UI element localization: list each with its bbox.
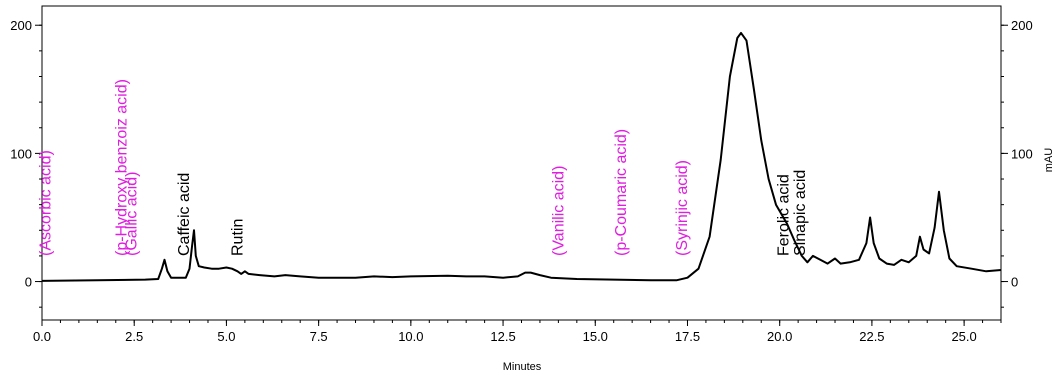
peak-label: (Gallic acid) xyxy=(123,172,140,256)
chromatogram-trace xyxy=(41,31,1002,282)
peak-label: (Vanilic acid) xyxy=(550,166,567,256)
peak-label: Sinapic acid xyxy=(792,170,809,256)
x-tick-label: 15.0 xyxy=(583,329,608,344)
y-tick-label-left: 0 xyxy=(25,275,32,290)
plot-frame xyxy=(41,5,1002,321)
x-tick-label: 22.5 xyxy=(859,329,884,344)
y-tick-label-right: 0 xyxy=(1011,275,1018,290)
x-tick-label: 7.5 xyxy=(310,329,328,344)
peak-label: (Ascorbic acid) xyxy=(38,150,55,256)
x-tick-label: 12.5 xyxy=(490,329,515,344)
right-y-axis-title: mAU xyxy=(1043,148,1055,173)
peak-label: Ferolic acid xyxy=(775,174,792,256)
y-tick-label-right: 100 xyxy=(1011,146,1033,161)
peak-label: Caffeic acid xyxy=(176,173,193,256)
y-tick-label-left: 100 xyxy=(10,146,32,161)
x-tick-label: 2.5 xyxy=(125,329,143,344)
x-tick-label: 17.5 xyxy=(675,329,700,344)
y-tick-label-left: 200 xyxy=(10,18,32,33)
x-tick-label: 5.0 xyxy=(217,329,235,344)
x-tick-label: 20.0 xyxy=(767,329,792,344)
peak-label: (p-Hydroxy benzoiz acid) xyxy=(113,79,130,256)
peak-label: (Syrinjic acid) xyxy=(674,160,691,256)
x-tick-label: 25.0 xyxy=(951,329,976,344)
peak-label: Rutin xyxy=(230,219,247,256)
y-tick-label-right: 200 xyxy=(1011,18,1033,33)
x-tick-label: 0.0 xyxy=(33,329,51,344)
x-axis-title: Minutes xyxy=(503,361,542,373)
peak-label: (p-Coumaric acid) xyxy=(613,129,630,256)
x-tick-label: 10.0 xyxy=(398,329,423,344)
